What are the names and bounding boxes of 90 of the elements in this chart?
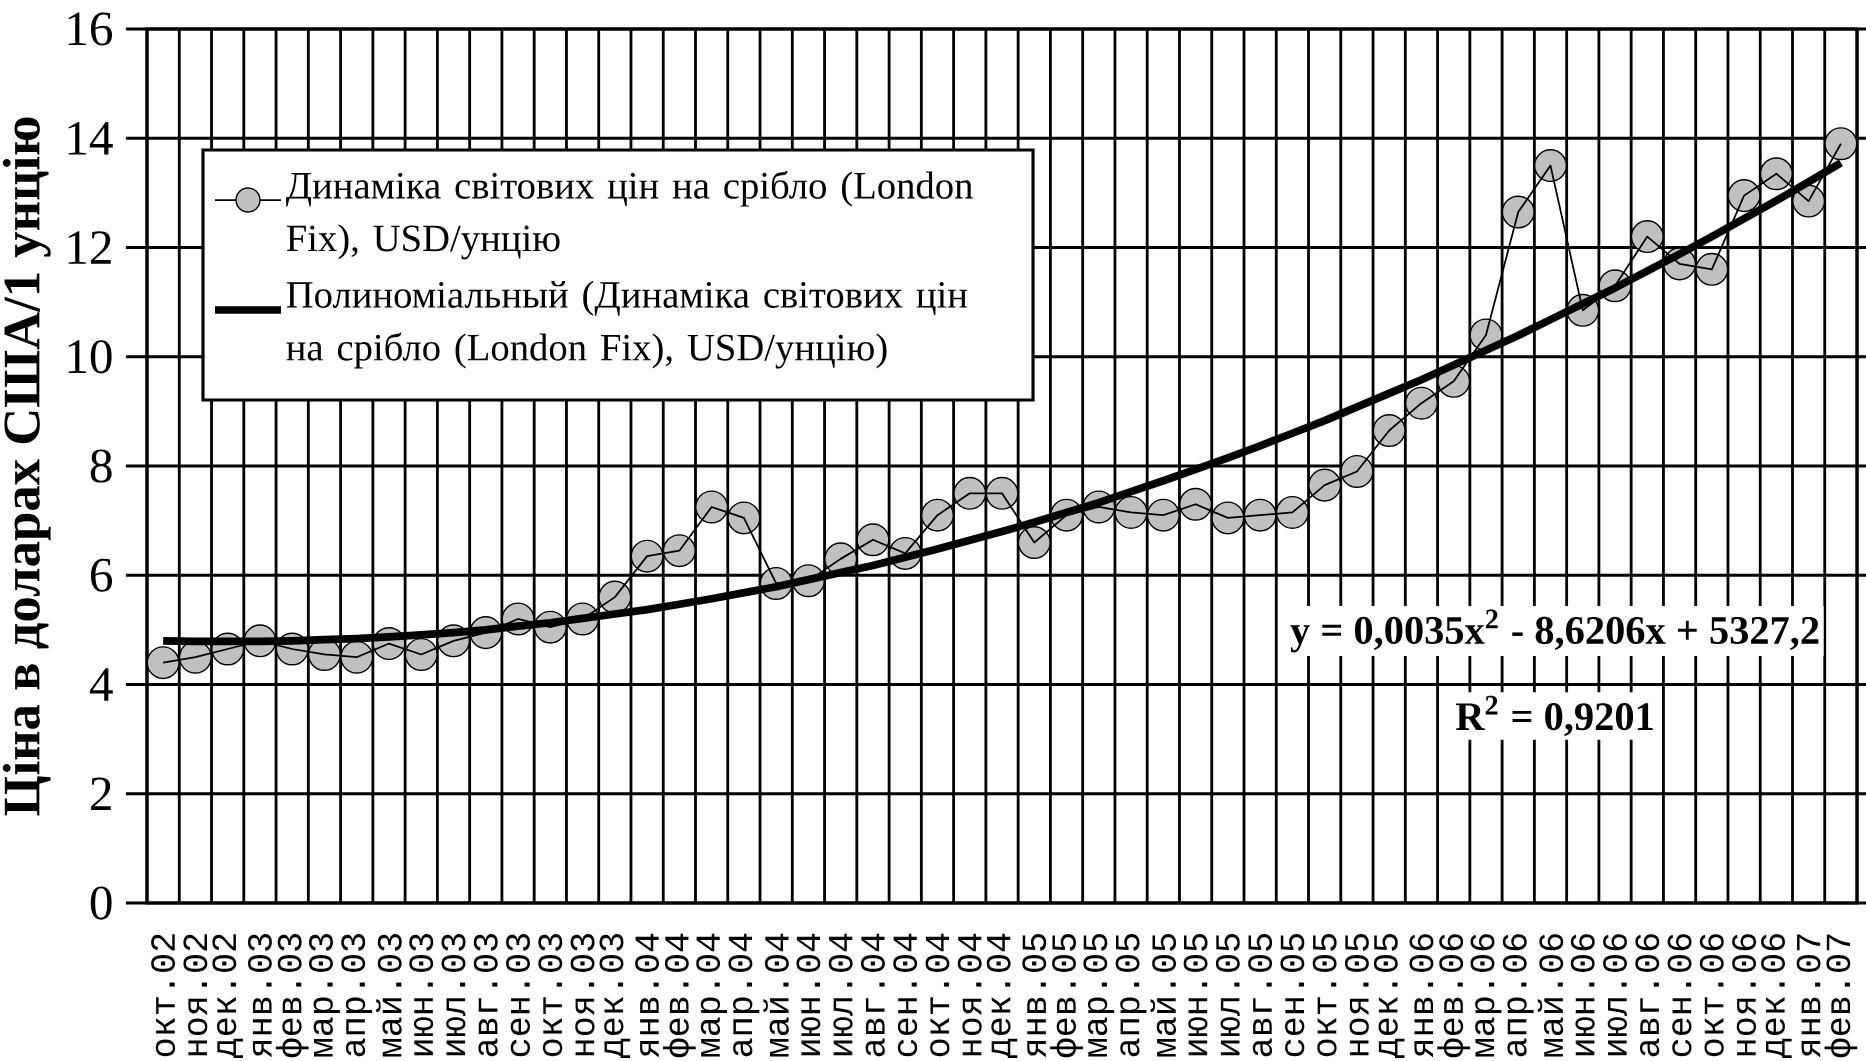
x-tick-label: май.03: [376, 934, 402, 1057]
x-tick-label: май.04: [763, 933, 789, 1057]
x-tick-label: авг.06: [1635, 934, 1660, 1057]
x-tick-label: мар.06: [1470, 934, 1502, 1057]
x-tick-label: авг.04: [861, 933, 885, 1057]
x-tick-label: фев.05: [1050, 934, 1083, 1058]
x-tick-label: дек.02: [212, 934, 243, 1058]
y-tick-label: 6: [91, 558, 113, 592]
point: [1372, 413, 1406, 448]
x-tick-label: апр.06: [1502, 934, 1534, 1057]
point: [1727, 179, 1761, 213]
x-tick-label: ноя.02: [183, 934, 208, 1056]
legend-label: Динаміка світових цін на срібло (London Fix), USD/унцію: [285, 170, 973, 260]
x-tick-label: мар.05: [1083, 934, 1115, 1057]
point: [920, 498, 955, 532]
x-tick-label: янв.03: [247, 934, 272, 1058]
y-tick-label: 16: [68, 12, 113, 46]
point: [404, 637, 438, 671]
annotation: R$^{2}$ = 0,9201: [1456, 695, 1653, 737]
x-tick-label: янв.06: [1409, 934, 1434, 1058]
x-tick-label: май.05: [1150, 934, 1177, 1057]
x-tick-label: сен.05: [1280, 934, 1305, 1057]
x-tick-label: июл.03: [441, 934, 466, 1056]
x-tick-label: ноя.04: [957, 933, 982, 1056]
x-tick-label: июл.06: [1603, 934, 1627, 1056]
x-tick-label: фев.07: [1824, 934, 1858, 1058]
x-tick-label: янв.07: [1796, 934, 1821, 1058]
x-tick-label: дек.05: [1373, 934, 1405, 1058]
x-tick-label: окт.05: [1312, 934, 1337, 1057]
point: [340, 640, 374, 674]
point: [985, 476, 1019, 510]
x-tick-label: апр.03: [341, 934, 373, 1057]
point: [1759, 157, 1793, 191]
y-tick-label: 14: [68, 121, 113, 155]
y-tick-label: 8: [90, 449, 112, 483]
x-tick-label: янв.05: [1022, 934, 1047, 1058]
x-tick-label: ноя.05: [1344, 934, 1369, 1056]
x-tick-label: мар.04: [696, 933, 728, 1057]
point: [1114, 495, 1148, 529]
point: [1179, 487, 1213, 521]
y-tick-label: 4: [89, 668, 113, 701]
x-tick-label: июн.06: [1570, 934, 1595, 1056]
y-tick-label: 0: [90, 886, 112, 920]
x-tick-label: янв.04: [635, 933, 660, 1058]
x-tick-label: окт.03: [538, 934, 563, 1057]
x-tick-label: июн.04: [796, 933, 821, 1056]
point: [1695, 252, 1729, 286]
x-tick-label: окт.06: [1699, 934, 1724, 1057]
point: [1404, 386, 1438, 420]
x-tick-label: дек.03: [599, 934, 631, 1058]
x-tick-label: сен.03: [506, 934, 530, 1057]
point: [662, 534, 696, 568]
x-tick-label: май.06: [1537, 934, 1564, 1057]
legend-label: Полиноміальный (Динаміка світових цін на срібло (London Fix), USD/унцію): [286, 280, 968, 369]
point: [1340, 454, 1374, 488]
x-tick-label: апр.04: [728, 933, 760, 1057]
x-tick-label: окт.04: [925, 933, 950, 1057]
x-tick-label: окт.02: [151, 934, 176, 1057]
x-tick-label: авг.03: [473, 934, 498, 1057]
x-tick-label: дек.04: [986, 933, 1018, 1058]
x-tick-label: дек.06: [1761, 934, 1792, 1058]
x-tick-label: ноя.03: [570, 934, 595, 1056]
point: [1630, 220, 1664, 254]
point: [695, 490, 729, 524]
x-tick-label: авг.05: [1248, 934, 1273, 1057]
x-tick-label: июн.03: [409, 934, 434, 1056]
point: [1501, 195, 1535, 229]
x-tick-label: фев.06: [1437, 934, 1471, 1058]
x-tick-label: июн.05: [1183, 934, 1208, 1056]
x-tick-label: июл.04: [828, 933, 853, 1056]
point: [1275, 495, 1309, 529]
point: [856, 523, 890, 557]
y-tick-label: 10: [68, 340, 112, 374]
x-tick-label: фев.04: [662, 933, 696, 1058]
x-tick-label: сен.06: [1667, 934, 1692, 1057]
point: [630, 539, 664, 573]
point: [727, 501, 761, 535]
y-axis-title: Ціна в доларах США/1 унцію: [2, 117, 51, 816]
annotation: y = 0,0035x$^{2}$ - 8,6206x + 5327,2: [1290, 609, 1819, 653]
y-tick-label: 2: [91, 777, 111, 811]
x-tick-label: фев.03: [275, 934, 309, 1058]
x-tick-label: сен.04: [893, 933, 918, 1057]
x-tick-label: ноя.06: [1732, 934, 1757, 1056]
x-tick-label: мар.03: [309, 934, 340, 1057]
x-tick-label: июл.05: [1215, 934, 1240, 1056]
point: [1308, 468, 1342, 502]
point: [1017, 525, 1051, 560]
point: [1211, 501, 1245, 535]
y-tick-label: 12: [68, 231, 111, 264]
x-tick-label: апр.05: [1115, 934, 1147, 1057]
